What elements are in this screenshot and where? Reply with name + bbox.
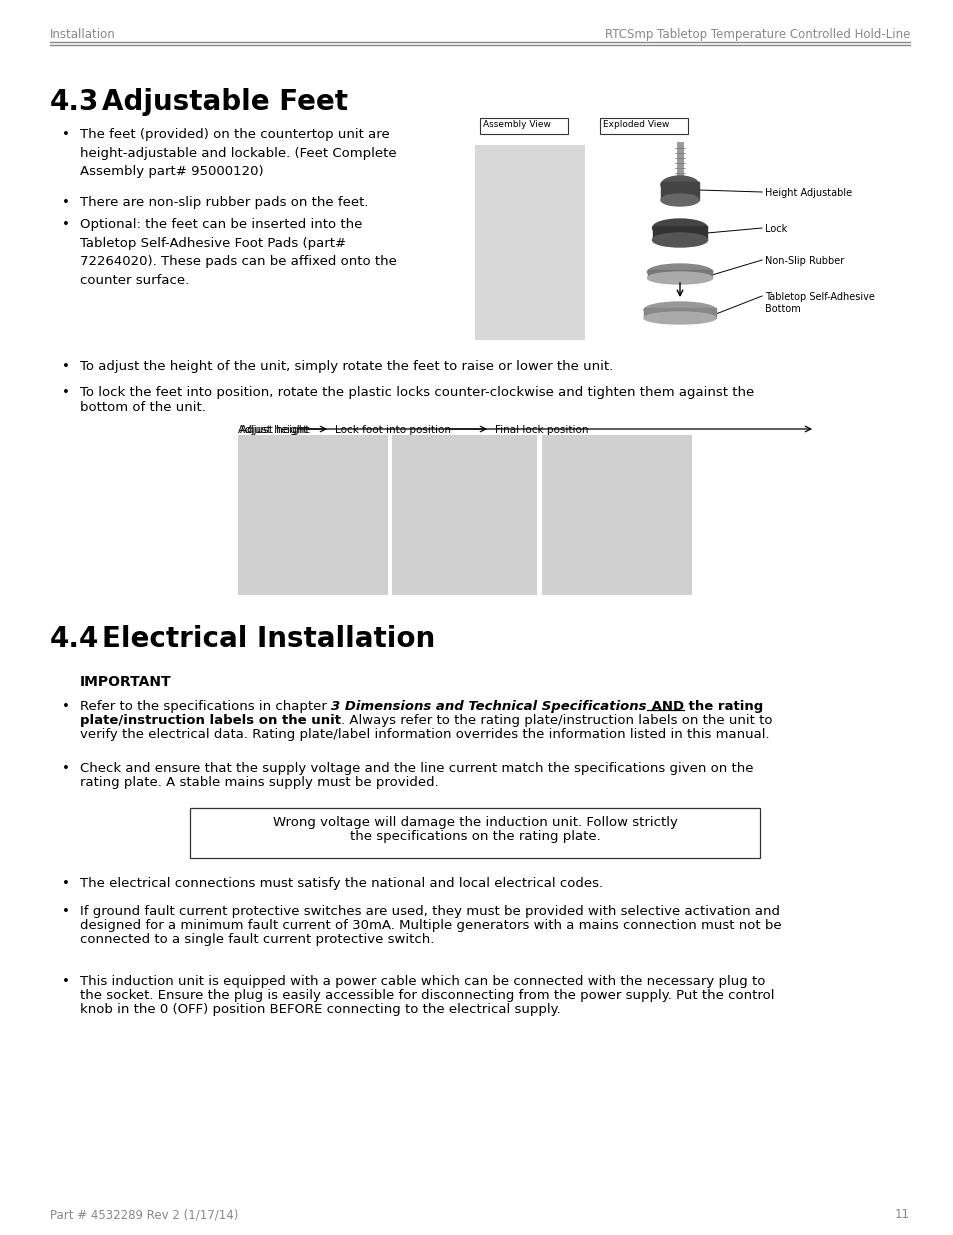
Text: Electrical Installation: Electrical Installation	[102, 625, 435, 653]
Text: •: •	[62, 974, 70, 988]
Text: •: •	[62, 905, 70, 918]
Text: Lock foot into position: Lock foot into position	[335, 425, 451, 435]
Text: 4.3: 4.3	[50, 88, 99, 116]
Text: connected to a single fault current protective switch.: connected to a single fault current prot…	[80, 932, 434, 946]
Text: To adjust the height of the unit, simply rotate the feet to raise or lower the u: To adjust the height of the unit, simply…	[80, 359, 613, 373]
Text: RTCSmp Tabletop Temperature Controlled Hold-Line: RTCSmp Tabletop Temperature Controlled H…	[604, 28, 909, 41]
Text: The electrical connections must satisfy the national and local electrical codes.: The electrical connections must satisfy …	[80, 877, 602, 890]
Text: Assembly View: Assembly View	[482, 120, 550, 128]
Text: This induction unit is equipped with a power cable which can be connected with t: This induction unit is equipped with a p…	[80, 974, 764, 988]
Text: Lock: Lock	[764, 224, 786, 233]
Text: Height Adjustable: Height Adjustable	[764, 188, 851, 198]
Text: Optional: the feet can be inserted into the
Tabletop Self-Adhesive Foot Pads (pa: Optional: the feet can be inserted into …	[80, 219, 396, 287]
Text: •: •	[62, 196, 70, 209]
Ellipse shape	[652, 233, 707, 247]
Bar	[237, 435, 388, 595]
Text: verify the electrical data. Rating plate/label information overrides the informa: verify the electrical data. Rating plate…	[80, 727, 769, 741]
Text: the socket. Ensure the plug is easily accessible for disconnecting from the powe: the socket. Ensure the plug is easily ac…	[80, 989, 774, 1002]
Text: Exploded View: Exploded View	[602, 120, 669, 128]
Text: AND: AND	[646, 700, 683, 713]
Text: Adjust height: Adjust height	[240, 425, 309, 435]
Text: the rating: the rating	[683, 700, 762, 713]
Text: Bottom: Bottom	[764, 304, 800, 314]
Text: •: •	[62, 387, 70, 399]
Text: •: •	[62, 128, 70, 141]
Text: Installation: Installation	[50, 28, 115, 41]
Text: •: •	[62, 877, 70, 890]
Text: Part # 4532289 Rev 2 (1/17/14): Part # 4532289 Rev 2 (1/17/14)	[50, 1208, 238, 1221]
Text: 11: 11	[894, 1208, 909, 1221]
Text: Wrong voltage will damage the induction unit. Follow strictly: Wrong voltage will damage the induction …	[273, 816, 677, 829]
Text: IMPORTANT: IMPORTANT	[80, 676, 172, 689]
Text: plate/instruction labels on the unit: plate/instruction labels on the unit	[80, 714, 340, 727]
Bar	[599, 119, 687, 135]
Bar	[643, 308, 716, 317]
Bar	[392, 435, 537, 595]
Text: •: •	[62, 700, 70, 713]
Ellipse shape	[652, 219, 707, 237]
Ellipse shape	[660, 194, 699, 206]
Text: knob in the 0 (OFF) position BEFORE connecting to the electrical supply.: knob in the 0 (OFF) position BEFORE conn…	[80, 1003, 560, 1016]
Text: Tabletop Self-Adhesive: Tabletop Self-Adhesive	[764, 291, 874, 303]
Text: bottom of the unit.: bottom of the unit.	[80, 401, 206, 414]
Text: Non-Slip Rubber: Non-Slip Rubber	[764, 256, 843, 266]
Text: There are non-slip rubber pads on the feet.: There are non-slip rubber pads on the fe…	[80, 196, 368, 209]
Ellipse shape	[643, 312, 716, 324]
Text: Check and ensure that the supply voltage and the line current match the specific: Check and ensure that the supply voltage…	[80, 762, 753, 776]
Bar	[647, 270, 711, 278]
Text: . Always refer to the rating plate/instruction labels on the unit to: . Always refer to the rating plate/instr…	[340, 714, 772, 727]
Bar	[660, 182, 699, 200]
Text: To lock the feet into position, rotate the plastic locks counter-clockwise and t: To lock the feet into position, rotate t…	[80, 387, 754, 399]
Ellipse shape	[647, 264, 712, 280]
Text: •: •	[62, 219, 70, 231]
Text: rating plate. A stable mains supply must be provided.: rating plate. A stable mains supply must…	[80, 776, 438, 789]
Text: The feet (provided) on the countertop unit are
height-adjustable and lockable. (: The feet (provided) on the countertop un…	[80, 128, 396, 178]
Bar	[475, 144, 584, 340]
Bar	[479, 119, 567, 135]
Bar	[541, 435, 691, 595]
Ellipse shape	[643, 303, 716, 317]
Text: •: •	[62, 359, 70, 373]
Text: Adjust height: Adjust height	[237, 425, 307, 435]
Bar	[652, 226, 706, 240]
Text: the specifications on the rating plate.: the specifications on the rating plate.	[349, 830, 599, 844]
Text: Refer to the specifications in chapter: Refer to the specifications in chapter	[80, 700, 331, 713]
Text: Adjustable Feet: Adjustable Feet	[102, 88, 348, 116]
Bar	[190, 808, 760, 858]
Ellipse shape	[660, 177, 699, 194]
Text: •: •	[62, 762, 70, 776]
Text: If ground fault current protective switches are used, they must be provided with: If ground fault current protective switc…	[80, 905, 780, 918]
Text: 4.4: 4.4	[50, 625, 99, 653]
Text: designed for a minimum fault current of 30mA. Multiple generators with a mains c: designed for a minimum fault current of …	[80, 919, 781, 932]
Text: Final lock position: Final lock position	[495, 425, 588, 435]
Ellipse shape	[647, 272, 712, 284]
Text: 3 Dimensions and Technical Specifications: 3 Dimensions and Technical Specification…	[331, 700, 646, 713]
